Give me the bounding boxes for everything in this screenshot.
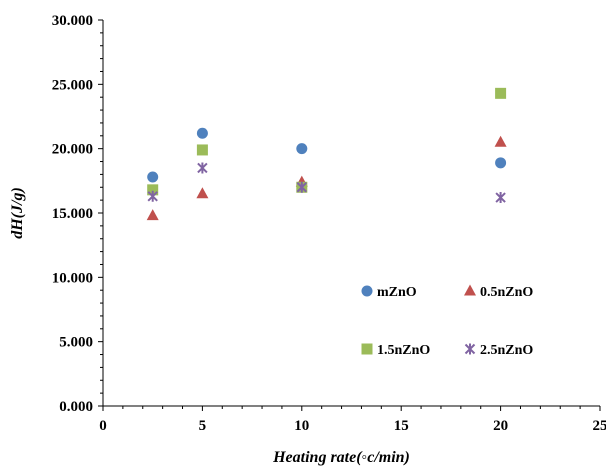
data-point-circle (296, 143, 308, 155)
legend-item: 2.5nZnO (464, 343, 533, 358)
x-tick-label: 25 (593, 418, 606, 434)
legend-item: 1.5nZnO (361, 343, 430, 358)
legend-marker-star (464, 343, 476, 355)
x-tick-label: 15 (394, 418, 409, 434)
x-tick-label: 10 (294, 418, 309, 434)
data-points (146, 87, 507, 221)
x-tick-label: 0 (99, 418, 107, 434)
data-point-star (495, 192, 506, 204)
legend-label: 1.5nZnO (377, 343, 430, 358)
y-tick-label: 5.000 (59, 335, 93, 351)
data-point-triangle (196, 187, 209, 199)
x-tick-label: 20 (493, 418, 508, 434)
data-point-triangle (494, 135, 507, 147)
legend-marker-triangle (464, 284, 476, 296)
data-point-star (147, 190, 158, 202)
data-point-circle (147, 171, 159, 183)
y-tick-label: 30.000 (52, 13, 93, 29)
data-point-square (196, 144, 208, 156)
x-axis-ticks: 0 5 10 15 20 25 (99, 406, 606, 434)
legend-label: 2.5nZnO (480, 343, 533, 358)
data-point-circle (495, 157, 507, 169)
plot-area: 0 5 10 15 20 25 0.000 5.000 10.000 15.000 20.000 2… (52, 13, 606, 434)
legend: mZnO 0.5nZnO 1.5nZnO 2.5nZnO (361, 284, 533, 358)
data-point-square (495, 87, 507, 99)
y-axis-title: dH(J/g) (9, 187, 26, 239)
legend-marker-square (361, 343, 373, 355)
y-tick-label: 20.000 (52, 142, 93, 158)
legend-label: 0.5nZnO (480, 285, 533, 300)
y-axis-ticks: 0.000 5.000 10.000 15.000 20.000 25.000 30.000 (52, 13, 103, 415)
x-axis-title: Heating rate(◦c/min) (272, 449, 410, 466)
legend-item: mZnO (361, 285, 417, 300)
legend-label: mZnO (377, 285, 417, 300)
y-tick-label: 15.000 (52, 206, 93, 222)
data-point-star (197, 162, 208, 174)
x-tick-label: 5 (199, 418, 207, 434)
y-tick-label: 10.000 (52, 270, 93, 286)
legend-marker-circle (361, 285, 373, 297)
series-1.5nZnO (147, 87, 507, 196)
data-point-square (147, 184, 159, 196)
data-point-star (296, 181, 308, 193)
y-tick-label: 25.000 (52, 77, 93, 93)
legend-item: 0.5nZnO (464, 284, 533, 300)
y-tick-label: 0.000 (59, 399, 93, 415)
data-point-circle (196, 127, 208, 139)
data-point-triangle (146, 209, 159, 221)
series-2.5nZnO (147, 162, 506, 204)
series-mZnO (147, 127, 507, 183)
